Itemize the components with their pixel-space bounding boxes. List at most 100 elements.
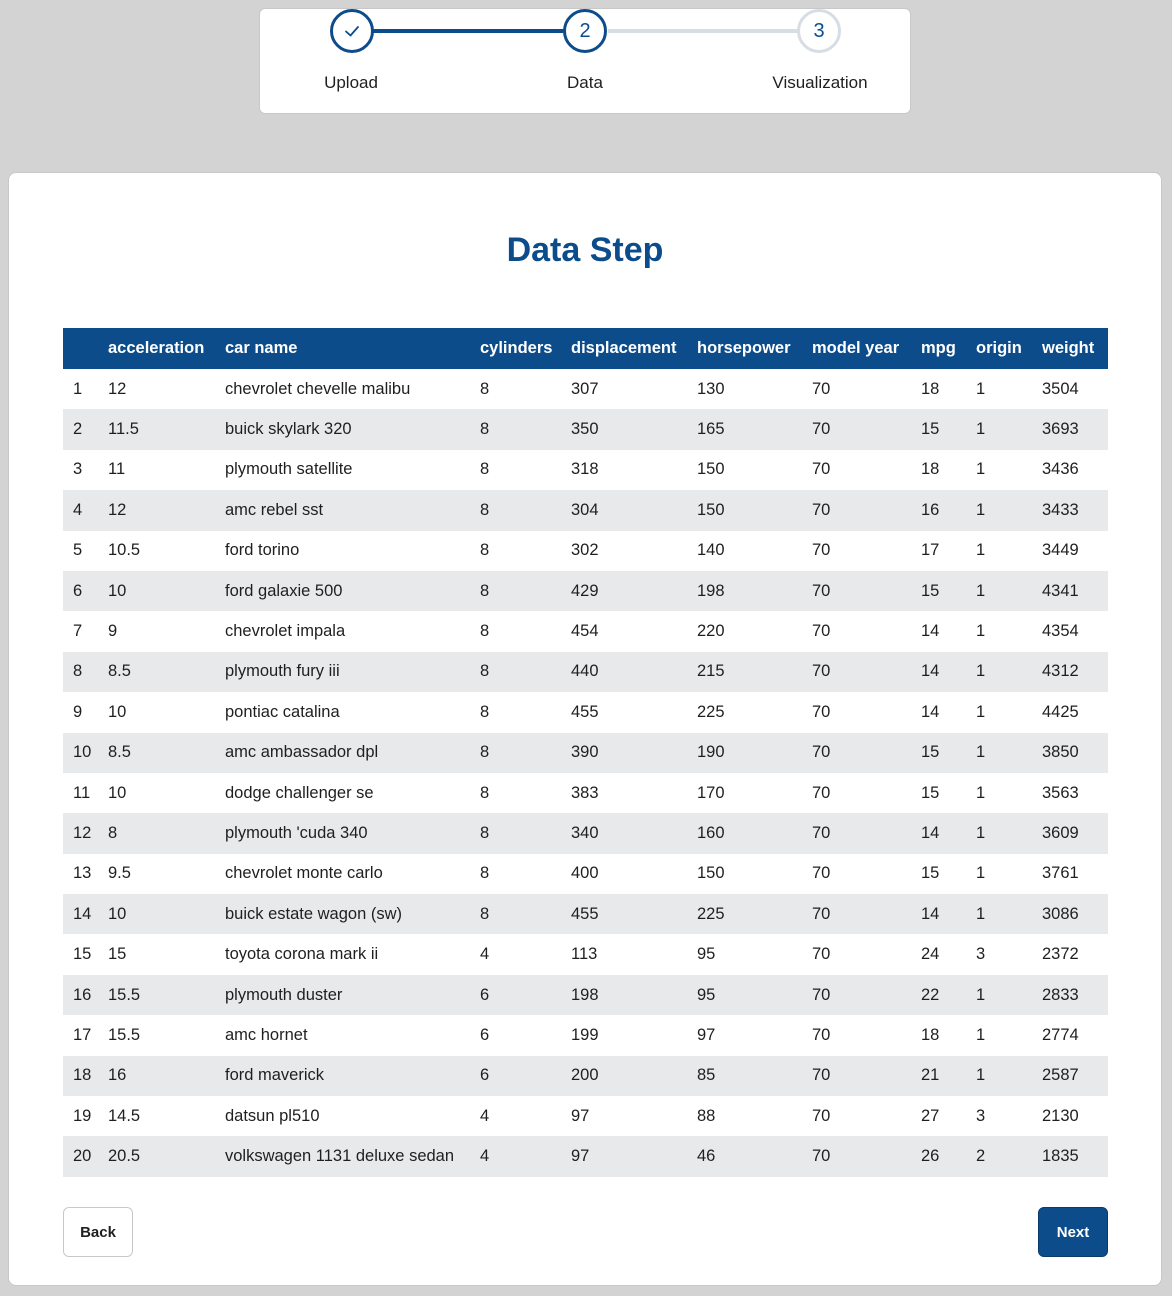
back-button[interactable]: Back bbox=[63, 1207, 133, 1257]
cell-row-index: 10 bbox=[73, 743, 92, 762]
check-icon bbox=[345, 26, 359, 37]
stepper-track-pending bbox=[608, 29, 798, 33]
cell-acceleration: 16 bbox=[108, 1066, 127, 1085]
step-visualization-indicator[interactable]: 3 bbox=[797, 9, 841, 53]
table-row[interactable]: 9 10 pontiac catalina 8 455 225 70 14 1 4425 bbox=[63, 692, 1108, 733]
data-table: acceleration car name cylinders displace… bbox=[63, 328, 1108, 1177]
cell-horsepower: 150 bbox=[697, 500, 725, 519]
column-header-model-year[interactable]: model year bbox=[812, 339, 900, 357]
cell-horsepower: 140 bbox=[697, 541, 725, 560]
column-header-mpg[interactable]: mpg bbox=[921, 339, 956, 357]
cell-origin: 1 bbox=[976, 420, 986, 439]
cell-horsepower: 220 bbox=[697, 622, 725, 641]
cell-origin: 1 bbox=[976, 622, 986, 641]
column-header-index[interactable] bbox=[63, 328, 98, 369]
cell-acceleration: 10 bbox=[108, 904, 127, 923]
column-header-acceleration[interactable]: acceleration bbox=[108, 339, 205, 357]
cell-origin: 1 bbox=[976, 1025, 986, 1044]
cell-car-name: buick skylark 320 bbox=[225, 420, 352, 439]
cell-displacement: 199 bbox=[571, 1025, 599, 1044]
column-header-origin[interactable]: origin bbox=[976, 339, 1022, 357]
cell-car-name: plymouth fury iii bbox=[225, 662, 340, 681]
step-upload-label: Upload bbox=[324, 73, 378, 92]
table-row[interactable]: 12 8 plymouth 'cuda 340 8 340 160 70 14 1 3609 bbox=[63, 813, 1108, 854]
column-header-displacement[interactable]: displacement bbox=[571, 339, 677, 357]
table-row[interactable]: 13 9.5 chevrolet monte carlo 8 400 150 70 15 1 37… bbox=[63, 853, 1108, 895]
table-row[interactable]: 7 9 chevrolet impala 8 454 220 70 14 1 4354 bbox=[63, 611, 1108, 652]
cell-displacement: 340 bbox=[571, 823, 599, 842]
table-row[interactable]: 19 14.5 datsun pl510 4 97 88 70 27 3 2130 bbox=[63, 1096, 1108, 1137]
cell-acceleration: 8 bbox=[108, 823, 118, 842]
cell-horsepower: 95 bbox=[697, 985, 716, 1004]
cell-car-name: buick estate wagon (sw) bbox=[225, 904, 402, 923]
cell-car-name: amc hornet bbox=[225, 1025, 308, 1044]
table-row[interactable]: 18 16 ford maverick 6 200 85 70 21 1 2587 bbox=[63, 1055, 1108, 1097]
cell-displacement: 350 bbox=[571, 420, 599, 439]
cell-origin: 1 bbox=[976, 904, 986, 923]
step-data-indicator[interactable]: 2 bbox=[563, 9, 607, 53]
cell-acceleration: 12 bbox=[108, 379, 127, 398]
cell-model-year: 70 bbox=[812, 622, 831, 641]
cell-cylinders: 8 bbox=[480, 541, 490, 560]
cell-row-index: 8 bbox=[73, 662, 83, 681]
cell-mpg: 18 bbox=[921, 1025, 940, 1044]
cell-row-index: 15 bbox=[73, 945, 92, 964]
column-header-weight[interactable]: weight bbox=[1042, 339, 1095, 357]
column-header-car-name[interactable]: car name bbox=[225, 339, 298, 357]
cell-acceleration: 9 bbox=[108, 622, 118, 641]
cell-cylinders: 6 bbox=[480, 1025, 490, 1044]
column-header-cylinders[interactable]: cylinders bbox=[480, 339, 553, 357]
cell-weight: 2372 bbox=[1042, 945, 1079, 964]
table-row[interactable]: 4 12 amc rebel sst 8 304 150 70 16 1 3433 bbox=[63, 490, 1108, 531]
cell-row-index: 5 bbox=[73, 541, 83, 560]
cell-cylinders: 8 bbox=[480, 904, 490, 923]
cell-cylinders: 8 bbox=[480, 379, 490, 398]
table-row[interactable]: 14 10 buick estate wagon (sw) 8 455 225 70 14 1 3… bbox=[63, 894, 1108, 935]
cell-displacement: 390 bbox=[571, 743, 599, 762]
cell-horsepower: 130 bbox=[697, 379, 725, 398]
cell-model-year: 70 bbox=[812, 581, 831, 600]
table-row[interactable]: 1 12 chevrolet chevelle malibu 8 307 130 70 18 1… bbox=[63, 369, 1108, 410]
cell-model-year: 70 bbox=[812, 702, 831, 721]
table-row[interactable]: 20 20.5 volkswagen 1131 deluxe sedan 4 97 46 7… bbox=[63, 1136, 1108, 1177]
cell-cylinders: 8 bbox=[480, 743, 490, 762]
cell-model-year: 70 bbox=[812, 945, 831, 964]
column-header-horsepower[interactable]: horsepower bbox=[697, 339, 791, 357]
page-title: Data Step bbox=[506, 231, 664, 269]
cell-horsepower: 225 bbox=[697, 702, 725, 721]
table-row[interactable]: 10 8.5 amc ambassador dpl 8 390 190 70 15 1 3850 bbox=[63, 732, 1108, 773]
cell-displacement: 455 bbox=[571, 904, 599, 923]
table-row[interactable]: 16 15.5 plymouth duster 6 198 95 70 22 1 2833 bbox=[63, 974, 1108, 1016]
cell-cylinders: 8 bbox=[480, 581, 490, 600]
cell-car-name: chevrolet impala bbox=[225, 622, 346, 641]
cell-cylinders: 8 bbox=[480, 823, 490, 842]
cell-cylinders: 8 bbox=[480, 783, 490, 802]
cell-mpg: 21 bbox=[921, 1066, 940, 1085]
next-button[interactable]: Next bbox=[1038, 1207, 1108, 1257]
table-row[interactable]: 5 10.5 ford torino 8 302 140 70 17 1 3449 bbox=[63, 530, 1108, 571]
step-upload-indicator[interactable] bbox=[330, 9, 374, 53]
cell-car-name: ford galaxie 500 bbox=[225, 581, 343, 600]
table-row[interactable]: 3 11 plymouth satellite 8 318 150 70 18 1 3436 bbox=[63, 449, 1108, 491]
cell-origin: 1 bbox=[976, 662, 986, 681]
table-row[interactable]: 2 11.5 buick skylark 320 8 350 165 70 15 1 3693 bbox=[63, 409, 1108, 450]
cell-horsepower: 150 bbox=[697, 864, 725, 883]
cell-acceleration: 15.5 bbox=[108, 1025, 141, 1044]
cell-car-name: amc ambassador dpl bbox=[225, 743, 379, 762]
cell-mpg: 15 bbox=[921, 783, 940, 802]
cell-origin: 1 bbox=[976, 823, 986, 842]
cell-horsepower: 85 bbox=[697, 1066, 716, 1085]
cell-cylinders: 8 bbox=[480, 702, 490, 721]
cell-row-index: 16 bbox=[73, 985, 92, 1004]
cell-displacement: 97 bbox=[571, 1147, 590, 1166]
cell-weight: 2774 bbox=[1042, 1025, 1079, 1044]
cell-acceleration: 8.5 bbox=[108, 662, 131, 681]
cell-weight: 3693 bbox=[1042, 420, 1079, 439]
cell-model-year: 70 bbox=[812, 864, 831, 883]
table-row[interactable]: 6 10 ford galaxie 500 8 429 198 70 15 1 4341 bbox=[63, 570, 1108, 612]
table-row[interactable]: 8 8.5 plymouth fury iii 8 440 215 70 14 1 4312 bbox=[63, 651, 1108, 693]
table-row[interactable]: 17 15.5 amc hornet 6 199 97 70 18 1 2774 bbox=[63, 1015, 1108, 1056]
table-row[interactable]: 11 10 dodge challenger se 8 383 170 70 15 1 3563 bbox=[63, 772, 1108, 814]
table-row[interactable]: 15 15 toyota corona mark ii 4 113 95 70 24 3 2372 bbox=[63, 934, 1108, 975]
cell-model-year: 70 bbox=[812, 420, 831, 439]
